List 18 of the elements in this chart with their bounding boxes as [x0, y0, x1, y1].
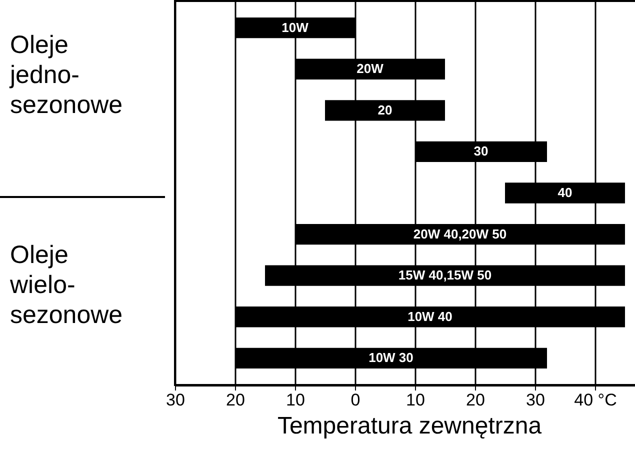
x-tick-label: 20: [226, 390, 245, 410]
text: Oleje jedno-sezonowe: [10, 30, 124, 120]
y-tick-label: 10W 30: [368, 350, 414, 366]
x-tick-label: 40 °C: [574, 390, 617, 410]
y-tick-label: 20W 40,20W 50: [413, 226, 507, 242]
y-tick-label: 15W 40,15W 50: [398, 268, 492, 283]
y-tick-label: 10W 40: [408, 308, 452, 324]
y-tick-label: 10W: [282, 20, 310, 35]
x-tick-label: 30: [526, 390, 545, 410]
y-tick-label: 20: [378, 102, 392, 118]
y-tick-label: 20W: [356, 61, 384, 76]
x-axis-title: Temperatura zewnętrzna: [277, 412, 542, 440]
x-tick-label: 10: [286, 390, 305, 410]
y-tick-label: 40: [558, 185, 572, 200]
x-tick-label: 10: [406, 390, 425, 410]
x-tick-label: 0: [350, 390, 360, 410]
x-tick-label: 30: [166, 390, 185, 410]
text: Oleje wielo-sezonowe: [10, 240, 124, 330]
